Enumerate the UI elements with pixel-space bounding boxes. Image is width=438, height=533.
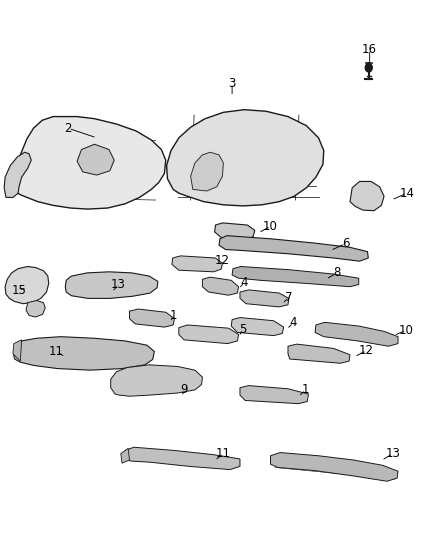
Polygon shape — [4, 152, 31, 197]
Polygon shape — [26, 301, 45, 317]
Polygon shape — [172, 256, 223, 272]
Polygon shape — [77, 144, 114, 175]
Polygon shape — [350, 181, 384, 211]
Polygon shape — [219, 236, 368, 261]
Text: 12: 12 — [215, 254, 230, 266]
Text: 1: 1 — [170, 309, 177, 322]
Text: 9: 9 — [180, 383, 188, 397]
Text: 4: 4 — [240, 276, 248, 289]
Text: 6: 6 — [342, 237, 350, 250]
Polygon shape — [121, 448, 130, 463]
Text: 2: 2 — [65, 122, 72, 135]
Text: 3: 3 — [228, 77, 236, 90]
Polygon shape — [130, 309, 174, 327]
Text: 10: 10 — [399, 324, 413, 337]
Circle shape — [365, 63, 372, 72]
Text: 16: 16 — [362, 43, 377, 56]
Polygon shape — [5, 266, 49, 304]
Text: 13: 13 — [111, 278, 126, 291]
Text: 5: 5 — [239, 322, 247, 336]
Polygon shape — [231, 318, 284, 336]
Polygon shape — [315, 322, 398, 346]
Polygon shape — [179, 325, 239, 344]
Polygon shape — [271, 453, 398, 481]
Polygon shape — [215, 223, 255, 240]
Polygon shape — [13, 340, 21, 361]
Polygon shape — [125, 447, 240, 470]
Text: 12: 12 — [359, 344, 374, 357]
Polygon shape — [111, 365, 202, 396]
Text: 14: 14 — [399, 187, 414, 200]
Polygon shape — [288, 344, 350, 364]
Polygon shape — [14, 337, 154, 370]
Polygon shape — [240, 290, 289, 307]
Polygon shape — [14, 117, 166, 209]
Polygon shape — [202, 277, 239, 295]
Text: 10: 10 — [263, 220, 278, 232]
Polygon shape — [166, 110, 324, 206]
Polygon shape — [65, 272, 158, 298]
Text: 8: 8 — [333, 266, 341, 279]
Text: 11: 11 — [216, 447, 231, 460]
Text: 15: 15 — [11, 284, 26, 297]
Text: 4: 4 — [290, 317, 297, 329]
Polygon shape — [232, 266, 359, 287]
Text: 1: 1 — [302, 383, 309, 397]
Polygon shape — [240, 385, 308, 403]
Text: 11: 11 — [49, 345, 64, 358]
Text: 13: 13 — [385, 447, 400, 460]
Text: 7: 7 — [285, 291, 293, 304]
Polygon shape — [191, 152, 223, 191]
